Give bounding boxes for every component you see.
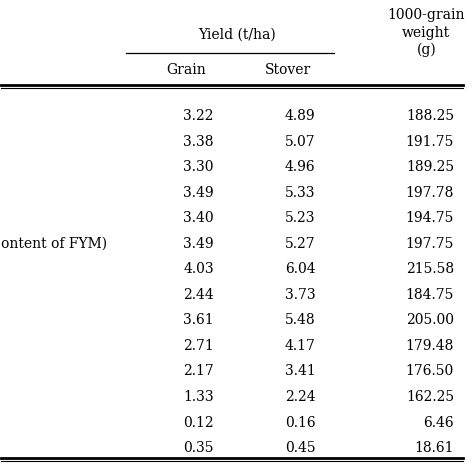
- Text: 191.75: 191.75: [406, 135, 454, 149]
- Text: 194.75: 194.75: [406, 211, 454, 225]
- Text: 3.49: 3.49: [183, 237, 214, 251]
- Text: 0.35: 0.35: [183, 441, 214, 455]
- Text: 4.89: 4.89: [285, 109, 316, 123]
- Text: 6.46: 6.46: [423, 416, 454, 429]
- Text: 3.38: 3.38: [183, 135, 214, 149]
- Text: 3.73: 3.73: [285, 288, 316, 302]
- Text: 2.71: 2.71: [183, 339, 214, 353]
- Text: 197.75: 197.75: [406, 237, 454, 251]
- Text: 2.17: 2.17: [183, 365, 214, 378]
- Text: Stover: Stover: [264, 64, 311, 77]
- Text: 4.17: 4.17: [284, 339, 316, 353]
- Text: 205.00: 205.00: [406, 313, 454, 328]
- Text: 5.23: 5.23: [285, 211, 316, 225]
- Text: 6.04: 6.04: [285, 262, 316, 276]
- Text: 18.61: 18.61: [414, 441, 454, 455]
- Text: 3.40: 3.40: [183, 211, 214, 225]
- Text: ontent of FYM): ontent of FYM): [1, 237, 108, 251]
- Text: Grain: Grain: [166, 64, 206, 77]
- Text: Yield (t/ha): Yield (t/ha): [198, 28, 276, 42]
- Text: 2.24: 2.24: [285, 390, 316, 404]
- Text: 5.48: 5.48: [285, 313, 316, 328]
- Text: 0.12: 0.12: [183, 416, 214, 429]
- Text: 5.27: 5.27: [285, 237, 316, 251]
- Text: 4.03: 4.03: [183, 262, 214, 276]
- Text: 3.22: 3.22: [183, 109, 214, 123]
- Text: 0.16: 0.16: [285, 416, 316, 429]
- Text: 3.49: 3.49: [183, 186, 214, 200]
- Text: 1.33: 1.33: [183, 390, 214, 404]
- Text: 188.25: 188.25: [406, 109, 454, 123]
- Text: 162.25: 162.25: [406, 390, 454, 404]
- Text: 197.78: 197.78: [406, 186, 454, 200]
- Text: 189.25: 189.25: [406, 160, 454, 174]
- Text: 2.44: 2.44: [183, 288, 214, 302]
- Text: 1000-grain
weight
(g): 1000-grain weight (g): [388, 8, 465, 57]
- Text: 215.58: 215.58: [406, 262, 454, 276]
- Text: 3.61: 3.61: [183, 313, 214, 328]
- Text: 3.30: 3.30: [183, 160, 214, 174]
- Text: 4.96: 4.96: [285, 160, 316, 174]
- Text: 179.48: 179.48: [406, 339, 454, 353]
- Text: 184.75: 184.75: [406, 288, 454, 302]
- Text: 3.41: 3.41: [285, 365, 316, 378]
- Text: 0.45: 0.45: [285, 441, 316, 455]
- Text: 5.07: 5.07: [285, 135, 316, 149]
- Text: 5.33: 5.33: [285, 186, 316, 200]
- Text: 176.50: 176.50: [406, 365, 454, 378]
